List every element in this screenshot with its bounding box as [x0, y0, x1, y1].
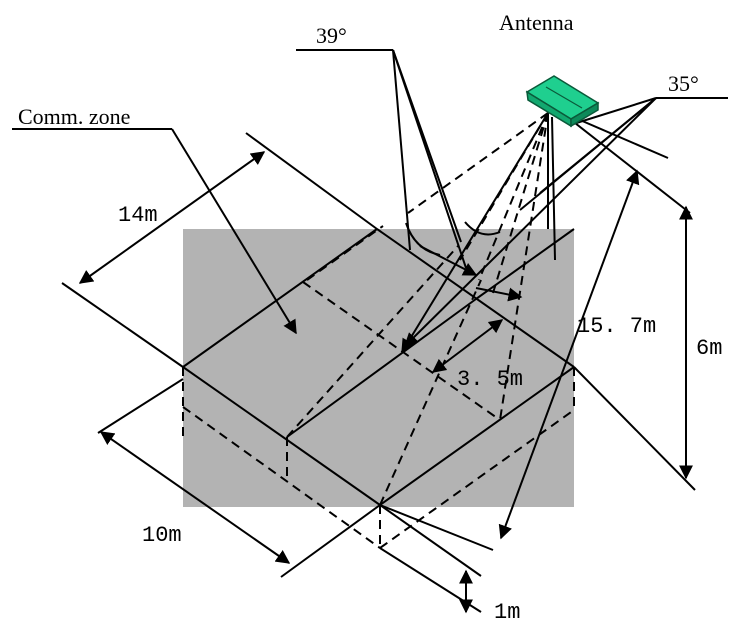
offset-3-5m-label: 3. 5m	[457, 367, 523, 392]
width-14m-label: 14m	[118, 203, 158, 228]
arrow-10m	[99, 431, 291, 564]
antenna-icon	[525, 75, 600, 128]
arrow-beam-d	[475, 287, 523, 302]
arrow-comm-zone	[171, 128, 297, 335]
height-1m-label: 1m	[494, 600, 520, 625]
height-6m-label: 6m	[696, 336, 722, 361]
angle-35-label: 35°	[668, 71, 699, 96]
arrow-3-5m	[431, 319, 504, 373]
dimension-arrows	[78, 97, 693, 614]
arrow-beam-c	[419, 245, 478, 276]
length-10m-label: 10m	[142, 523, 182, 548]
comm-zone-label: Comm. zone	[18, 104, 130, 129]
angle-39-label: 39°	[316, 23, 347, 48]
distance-15-7m-label: 15. 7m	[577, 314, 656, 339]
arrow-15-7m	[498, 169, 640, 540]
arrow-14m	[78, 151, 266, 284]
antenna-label: Antenna	[499, 10, 574, 35]
arrow-beam-a	[401, 112, 549, 354]
arrow-beam-b	[404, 97, 657, 347]
